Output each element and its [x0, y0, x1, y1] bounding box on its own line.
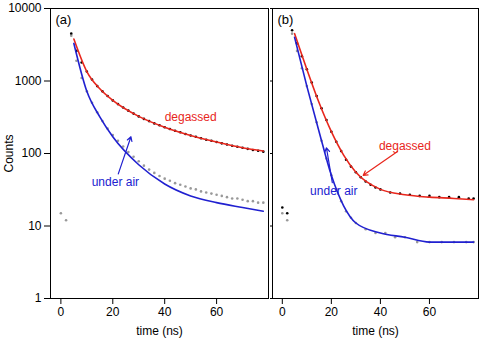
svg-text:degassed: degassed [379, 139, 431, 153]
svg-text:(b): (b) [278, 12, 294, 27]
svg-text:time (ns): time (ns) [136, 324, 183, 338]
svg-text:degassed: degassed [165, 110, 217, 124]
svg-text:10000: 10000 [8, 1, 42, 15]
svg-text:Counts: Counts [2, 134, 16, 172]
svg-text:40: 40 [158, 305, 172, 319]
svg-text:60: 60 [210, 305, 224, 319]
svg-text:0: 0 [58, 305, 65, 319]
svg-text:1: 1 [35, 291, 42, 305]
svg-text:under air: under air [92, 175, 139, 189]
svg-text:1000: 1000 [15, 74, 42, 88]
svg-text:40: 40 [374, 305, 388, 319]
svg-text:under air: under air [310, 184, 357, 198]
svg-text:0: 0 [279, 305, 286, 319]
svg-text:time (ns): time (ns) [352, 324, 399, 338]
svg-text:10: 10 [28, 219, 42, 233]
svg-text:20: 20 [106, 305, 120, 319]
svg-text:100: 100 [21, 146, 41, 160]
svg-text:60: 60 [423, 305, 437, 319]
svg-text:(a): (a) [56, 12, 72, 27]
svg-text:20: 20 [325, 305, 339, 319]
